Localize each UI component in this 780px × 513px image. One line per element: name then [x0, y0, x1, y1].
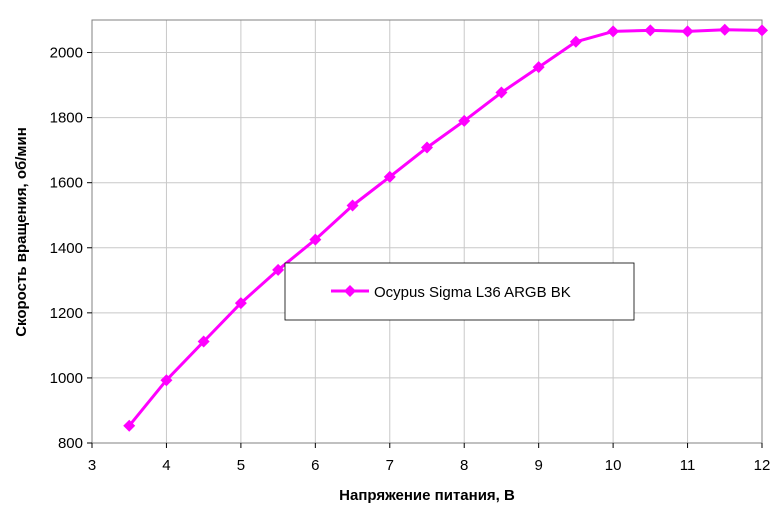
data-point-marker	[495, 86, 508, 99]
data-point-marker	[383, 170, 396, 183]
legend: Ocypus Sigma L36 ARGB BK	[284, 262, 635, 321]
x-axis-tick-labels: 3 4 5 6 7 8 9 10 11 12	[88, 443, 771, 474]
series-line	[128, 28, 763, 427]
y-axis-tick-labels: 800 1000 1200 1400 1600 1800 2000	[50, 45, 92, 452]
x-tick-label: 9	[534, 457, 542, 474]
data-point-marker	[197, 335, 210, 348]
legend-label: Ocypus Sigma L36 ARGB BK	[374, 284, 571, 301]
data-point-marker	[421, 141, 433, 154]
data-point-marker	[309, 233, 322, 246]
data-point-marker	[756, 24, 768, 37]
x-tick-label: 4	[162, 457, 170, 474]
x-tick-label: 10	[605, 457, 622, 474]
data-point-marker	[458, 114, 471, 127]
x-axis-title: Напряжение питания, В	[339, 487, 515, 504]
y-tick-label: 1600	[50, 175, 83, 192]
y-tick-label: 1000	[50, 370, 83, 387]
y-tick-label: 1200	[50, 305, 83, 322]
y-tick-label: 1400	[50, 240, 83, 257]
data-point-marker	[234, 297, 247, 310]
y-tick-label: 800	[58, 435, 83, 452]
data-point-marker	[346, 199, 359, 212]
data-point-marker	[569, 35, 582, 48]
data-point-marker	[644, 24, 657, 37]
data-point-marker	[272, 263, 285, 276]
y-tick-label: 1800	[50, 110, 83, 127]
y-axis-title: Скорость вращения, об/мин	[13, 127, 30, 337]
x-tick-label: 11	[680, 457, 696, 474]
x-tick-label: 12	[754, 457, 771, 474]
plot-area	[92, 20, 762, 443]
x-tick-label: 8	[460, 457, 468, 474]
x-tick-label: 5	[237, 457, 245, 474]
data-point-marker	[681, 25, 694, 38]
data-point-marker	[718, 23, 731, 36]
y-tick-label: 2000	[50, 45, 83, 62]
data-point-marker	[532, 61, 545, 74]
data-point-marker	[160, 374, 173, 387]
plot-border	[91, 19, 763, 444]
legend-marker	[344, 285, 356, 297]
x-tick-label: 3	[88, 457, 96, 474]
data-point-marker	[123, 419, 136, 432]
x-tick-label: 6	[311, 457, 319, 474]
series-layer	[123, 23, 768, 432]
data-point-marker	[607, 25, 620, 38]
x-tick-label: 7	[386, 457, 394, 474]
